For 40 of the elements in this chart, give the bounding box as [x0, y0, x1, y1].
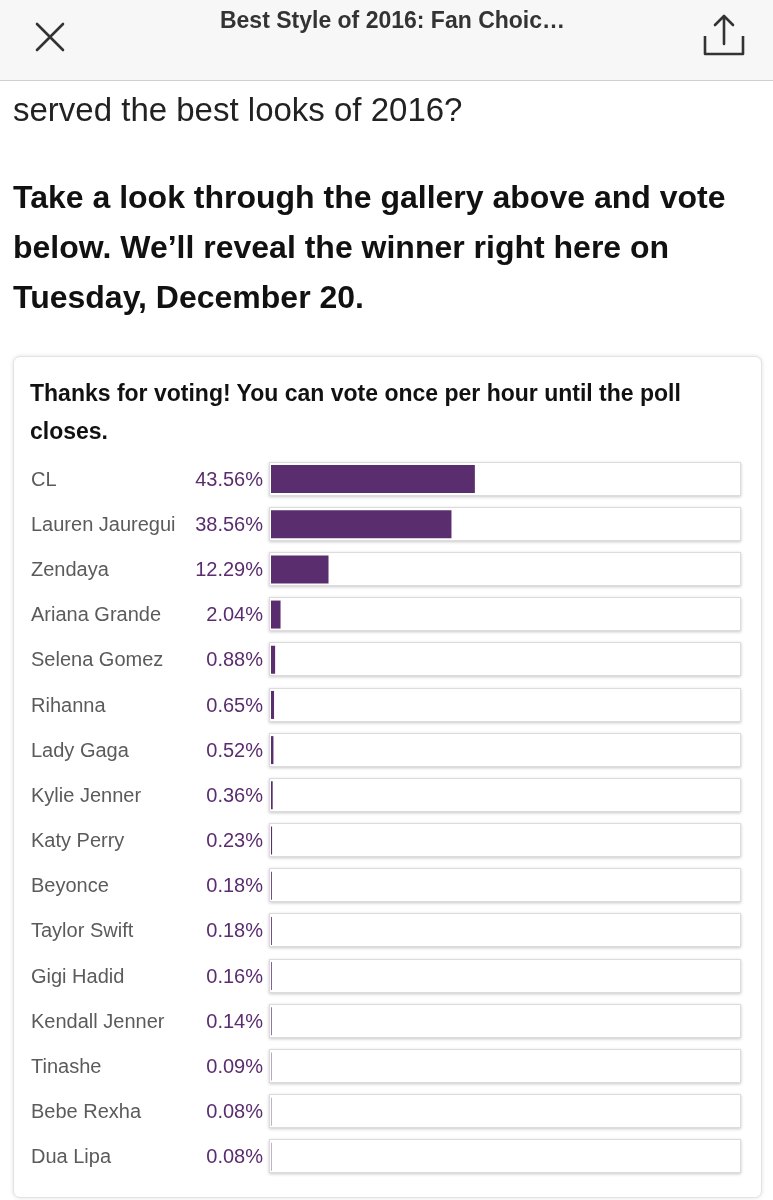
- bar: [271, 600, 281, 629]
- y-tick-label: Dua Lipa: [31, 1145, 112, 1168]
- data-label: 0.16%: [206, 964, 264, 987]
- y-tick-label: Bebe Rexha: [31, 1100, 142, 1123]
- data-label: 0.14%: [206, 1009, 264, 1032]
- data-label: 0.36%: [206, 783, 264, 806]
- data-label: 38.56%: [195, 512, 264, 535]
- y-tick-label: Kylie Jenner: [31, 783, 142, 806]
- y-tick-label: CL: [31, 467, 57, 490]
- bar: [271, 555, 329, 584]
- data-label: 43.56%: [195, 467, 264, 490]
- y-tick-label: Katy Perry: [31, 829, 125, 852]
- y-tick-label: Gigi Hadid: [31, 964, 125, 987]
- data-label: 2.04%: [206, 603, 264, 626]
- data-label: 0.08%: [206, 1100, 264, 1123]
- text: Take a look through the gallery above and vote below. We’ll reveal the winner right here on Tuesday, December 20.: [13, 178, 727, 317]
- data-label: 0.65%: [206, 693, 264, 716]
- y-tick-label: Lauren Jauregui: [31, 512, 176, 535]
- data-label: 0.18%: [206, 874, 264, 897]
- data-label: 0.08%: [206, 1145, 264, 1168]
- data-label: 0.18%: [206, 919, 264, 942]
- y-tick-label: Ariana Grande: [31, 603, 162, 626]
- data-label: 12.29%: [195, 557, 264, 580]
- data-label: 0.52%: [206, 738, 264, 761]
- y-tick-label: Rihanna: [31, 693, 107, 716]
- y-tick-label: Selena Gomez: [31, 648, 164, 671]
- text: served the best looks of 2016?: [13, 90, 463, 130]
- bar: [271, 690, 275, 719]
- bar: [271, 645, 276, 674]
- y-tick-label: Taylor Swift: [31, 919, 134, 942]
- y-tick-label: Tinashe: [31, 1055, 102, 1078]
- data-label: 0.23%: [206, 829, 264, 852]
- data-label: 0.88%: [206, 648, 264, 671]
- y-tick-label: Beyonce: [31, 874, 109, 897]
- text: Thanks for voting! You can vote once per hour until the poll closes.: [30, 379, 682, 446]
- chart-title: Best Style of 2016: Fan Choic…: [218, 6, 567, 34]
- y-tick-label: Lady Gaga: [31, 738, 130, 761]
- y-tick-label: Kendall Jenner: [31, 1009, 165, 1032]
- data-label: 0.09%: [206, 1055, 264, 1078]
- y-tick-label: Zendaya: [31, 557, 110, 580]
